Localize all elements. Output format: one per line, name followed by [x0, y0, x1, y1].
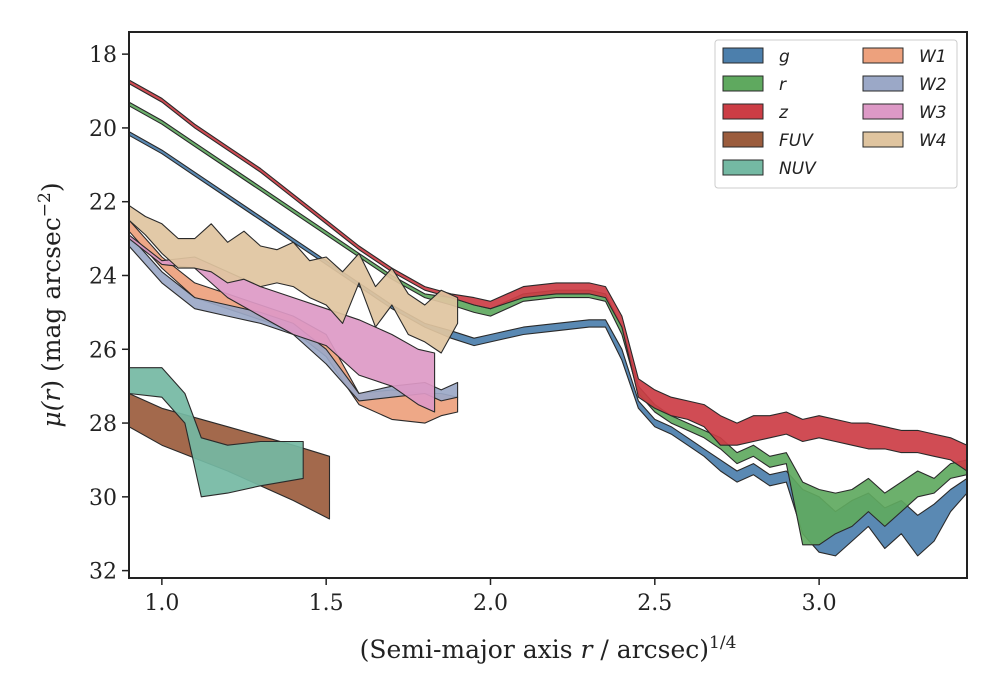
legend-label-w3: W3 — [919, 103, 947, 123]
legend-swatch-nuv — [722, 159, 764, 176]
legend-label-g: g — [779, 47, 790, 67]
legend-label-w2: W2 — [919, 75, 947, 95]
legend-swatch-w2 — [862, 75, 904, 92]
y-axis-label: μ(r) (mag arcsec−2) — [35, 182, 66, 427]
legend-swatch-fuv — [722, 131, 764, 148]
series-layer — [129, 79, 967, 557]
y-tick-label: 24 — [89, 264, 117, 289]
legend-label-r: r — [779, 75, 787, 95]
x-tick-label: 1.5 — [309, 591, 344, 616]
series-band-z — [129, 79, 967, 472]
y-tick-label: 32 — [89, 560, 117, 585]
x-axis: 1.0 1.5 2.0 2.5 3.0 — [144, 578, 837, 616]
legend-label-z: z — [778, 103, 789, 123]
x-tick-label: 1.0 — [144, 591, 179, 616]
legend: grz FUV NUV W1 W2 W3 W4 — [714, 39, 958, 189]
legend-label-nuv: NUV — [779, 159, 817, 179]
legend-label-fuv: FUV — [779, 131, 814, 151]
y-tick-label: 22 — [89, 191, 117, 216]
y-axis: 18 20 22 24 26 28 30 32 — [89, 43, 129, 585]
y-tick-label: 20 — [89, 117, 117, 142]
plot-frame — [128, 31, 968, 579]
legend-swatch-z — [722, 103, 764, 120]
x-tick-label: 3.0 — [802, 591, 837, 616]
legend-swatch-w1 — [862, 47, 904, 64]
x-tick-label: 2.0 — [473, 591, 508, 616]
legend-swatch-g — [722, 47, 764, 64]
legend-label-w1: W1 — [919, 47, 947, 67]
y-tick-label: 26 — [89, 338, 117, 363]
series-band-nuv — [129, 367, 304, 498]
y-tick-label: 18 — [89, 43, 117, 68]
x-tick-label: 2.5 — [637, 591, 672, 616]
legend-swatch-w4 — [862, 131, 904, 148]
legend-swatch-r — [722, 75, 764, 92]
series-band-w4 — [129, 204, 459, 354]
legend-label-w4: W4 — [919, 131, 947, 151]
legend-swatch-w3 — [862, 103, 904, 120]
x-axis-label: (Semi-major axis r / arcsec)1/4 — [360, 633, 737, 664]
y-tick-label: 28 — [89, 412, 117, 437]
y-tick-label: 30 — [89, 486, 117, 511]
